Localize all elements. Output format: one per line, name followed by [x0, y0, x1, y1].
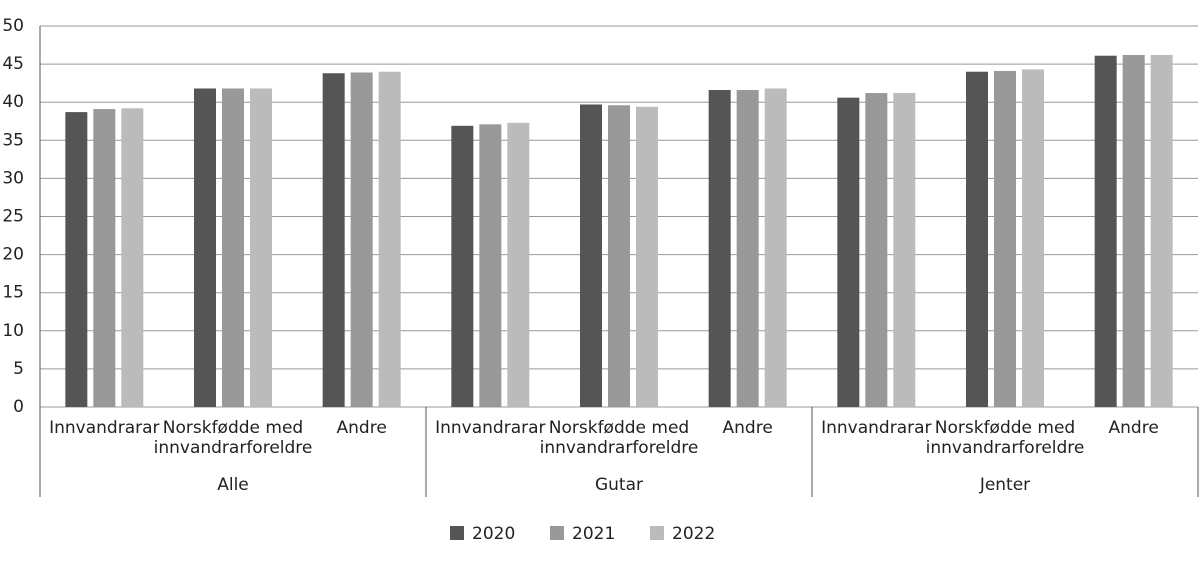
y-tick-label: 45 [2, 54, 24, 74]
bar [121, 108, 144, 408]
x-tick-label: Norskfødde med innvandrarforeldre [539, 418, 699, 458]
bar [479, 124, 502, 407]
x-tick-label: Andre [1108, 418, 1159, 438]
y-tick-label: 50 [2, 16, 24, 36]
bar [222, 88, 244, 407]
bar [507, 122, 530, 408]
bar [250, 88, 272, 407]
bar [608, 105, 630, 408]
bar [580, 104, 602, 408]
bar [93, 109, 116, 408]
bar [837, 97, 860, 408]
x-tick-label: Innvandrarar [435, 418, 546, 438]
group-label: Gutar [595, 475, 643, 495]
bar [65, 112, 88, 407]
y-tick-label: 15 [2, 283, 24, 303]
bar [194, 88, 216, 407]
bar [708, 90, 731, 408]
bar [1094, 55, 1117, 408]
bar [994, 70, 1016, 407]
legend-swatch [550, 526, 564, 540]
legend-label: 2020 [472, 524, 515, 544]
y-tick-label: 25 [2, 207, 24, 227]
bar [736, 90, 759, 408]
y-tick-label: 20 [2, 245, 24, 265]
x-tick-label: Innvandrarar [49, 418, 160, 438]
x-tick-label: Norskfødde med innvandrarforeldre [925, 418, 1085, 458]
x-tick-label: Innvandrarar [821, 418, 932, 438]
bar [451, 125, 474, 408]
x-tick-label: Norskfødde med innvandrarforeldre [153, 418, 313, 458]
legend-swatch [650, 526, 664, 540]
y-tick-label: 35 [2, 130, 24, 150]
bar [636, 106, 658, 407]
bar [322, 73, 345, 407]
bar [1122, 54, 1145, 408]
y-tick-label: 5 [13, 359, 24, 379]
bar [764, 88, 787, 407]
bar [378, 71, 401, 407]
bar [1150, 54, 1173, 408]
bar [893, 93, 916, 407]
group-label: Jenter [979, 475, 1030, 495]
y-tick-label: 40 [2, 92, 24, 112]
x-tick-label: Andre [722, 418, 773, 438]
y-tick-label: 30 [2, 168, 24, 188]
bar [350, 72, 373, 408]
legend-label: 2021 [572, 524, 615, 544]
y-tick-label: 10 [2, 321, 24, 341]
bar [865, 93, 888, 407]
x-tick-label: Andre [336, 418, 387, 438]
bar [966, 71, 988, 407]
legend-swatch [450, 526, 464, 540]
bar [1022, 69, 1044, 408]
group-label: Alle [217, 475, 249, 495]
legend-label: 2022 [672, 524, 715, 544]
y-tick-label: 0 [13, 397, 24, 417]
